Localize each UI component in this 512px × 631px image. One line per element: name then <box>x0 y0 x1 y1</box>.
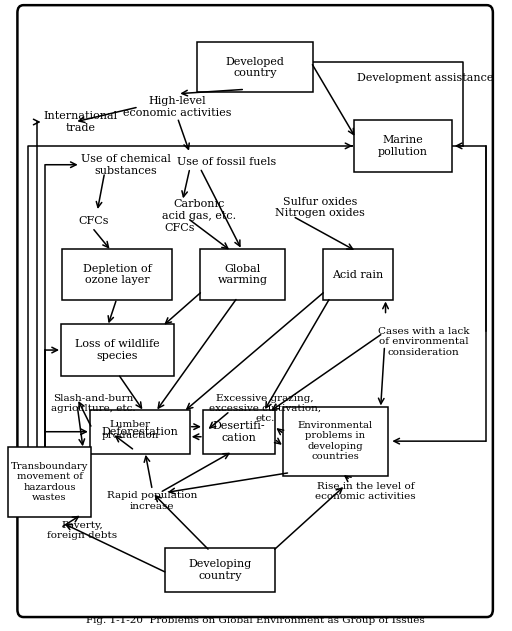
Text: Poverty,
foreign debts: Poverty, foreign debts <box>47 521 117 540</box>
Text: Slash-and-burn
agriculture, etc.: Slash-and-burn agriculture, etc. <box>51 394 135 413</box>
Text: Carbonic
acid gas, etc.: Carbonic acid gas, etc. <box>162 199 237 221</box>
Text: Rise in the level of
economic activities: Rise in the level of economic activities <box>315 481 416 501</box>
Text: Desertifi-
cation: Desertifi- cation <box>213 421 265 442</box>
FancyBboxPatch shape <box>165 548 275 592</box>
FancyBboxPatch shape <box>283 406 388 476</box>
Text: Global
warming: Global warming <box>218 264 268 285</box>
Text: Developing
country: Developing country <box>188 559 252 581</box>
Text: Excessive grazing,
excessive cultivation,
etc.: Excessive grazing, excessive cultivation… <box>209 394 321 423</box>
Text: CFCs: CFCs <box>165 223 196 233</box>
Text: Cases with a lack
of environmental
consideration: Cases with a lack of environmental consi… <box>378 327 470 357</box>
FancyBboxPatch shape <box>354 120 452 172</box>
FancyBboxPatch shape <box>90 410 190 454</box>
FancyBboxPatch shape <box>203 410 275 454</box>
Text: High-level
economic activities: High-level economic activities <box>123 96 231 118</box>
Text: International
trade: International trade <box>44 111 118 133</box>
Text: Deforestation: Deforestation <box>101 427 178 437</box>
Text: Use of chemical
substances: Use of chemical substances <box>80 154 170 175</box>
Text: Rapid population
increase: Rapid population increase <box>107 491 198 510</box>
Text: Depletion of
ozone layer: Depletion of ozone layer <box>83 264 152 285</box>
FancyBboxPatch shape <box>200 249 285 300</box>
FancyBboxPatch shape <box>323 249 393 300</box>
FancyBboxPatch shape <box>198 42 313 93</box>
Text: Loss of wildlife
species: Loss of wildlife species <box>75 339 160 361</box>
Text: Acid rain: Acid rain <box>332 269 383 280</box>
Text: Development assistance: Development assistance <box>357 73 494 83</box>
FancyBboxPatch shape <box>8 447 91 517</box>
Text: Marine
pollution: Marine pollution <box>378 135 428 156</box>
FancyBboxPatch shape <box>17 5 493 617</box>
Text: Use of fossil fuels: Use of fossil fuels <box>177 156 276 167</box>
Text: Sulfur oxides
Nitrogen oxides: Sulfur oxides Nitrogen oxides <box>275 197 365 218</box>
FancyBboxPatch shape <box>61 324 174 376</box>
Text: Transboundary
movement of
hazardous
wastes: Transboundary movement of hazardous wast… <box>11 462 88 502</box>
Text: Environmental
problems in
developing
countries: Environmental problems in developing cou… <box>298 421 373 461</box>
Text: CFCs: CFCs <box>79 216 109 227</box>
Text: Developed
country: Developed country <box>226 57 285 78</box>
FancyBboxPatch shape <box>62 249 173 300</box>
Text: Lumber
production: Lumber production <box>101 420 159 440</box>
Text: Fig. 1-1-20  Problems on Global Environment as Group of Issues: Fig. 1-1-20 Problems on Global Environme… <box>86 616 424 625</box>
